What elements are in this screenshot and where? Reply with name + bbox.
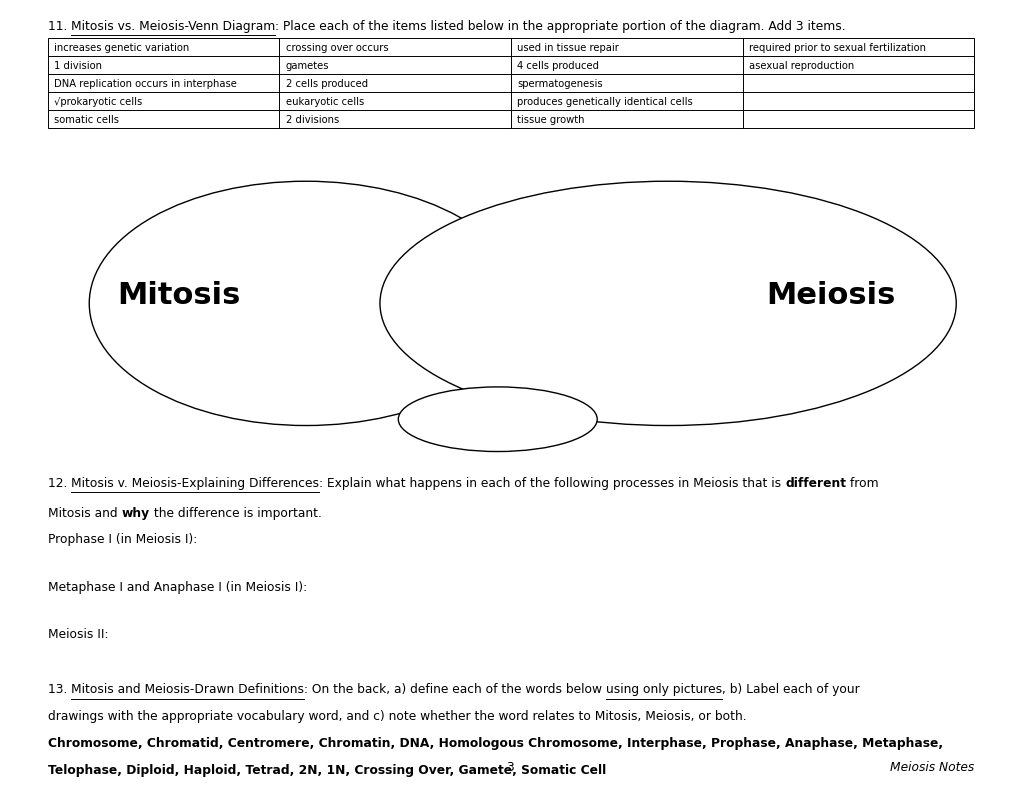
Text: 3: 3	[505, 761, 514, 774]
Text: Mitosis and: Mitosis and	[48, 507, 121, 519]
Text: Meiosis Notes: Meiosis Notes	[889, 761, 973, 774]
Text: 13.: 13.	[48, 683, 71, 696]
Text: used in tissue repair: used in tissue repair	[517, 43, 619, 54]
Text: prokaryotic cells: prokaryotic cells	[454, 428, 540, 437]
Ellipse shape	[397, 387, 597, 452]
Text: increases genetic variation: increases genetic variation	[54, 43, 190, 54]
Text: Binary Fission: Binary Fission	[444, 400, 550, 413]
Text: different: different	[785, 477, 846, 489]
Text: , b) Label each of your: , b) Label each of your	[721, 683, 859, 696]
Text: Prophase I (in Meiosis I):: Prophase I (in Meiosis I):	[48, 533, 197, 546]
Text: Mitosis and Meiosis-Drawn Definitions: Mitosis and Meiosis-Drawn Definitions	[71, 683, 304, 696]
Text: Chromosome, Chromatid, Centromere, Chromatin, DNA, Homologous Chromosome, Interp: Chromosome, Chromatid, Centromere, Chrom…	[48, 737, 943, 749]
Text: 2 divisions: 2 divisions	[285, 115, 338, 125]
Text: 4 cells produced: 4 cells produced	[517, 61, 598, 71]
Text: the difference is important.: the difference is important.	[150, 507, 321, 519]
Text: 11.: 11.	[48, 20, 71, 32]
Text: DNA replication occurs in interphase: DNA replication occurs in interphase	[54, 80, 236, 89]
Ellipse shape	[380, 181, 956, 426]
Text: tissue growth: tissue growth	[517, 115, 584, 125]
Text: from: from	[846, 477, 878, 489]
Bar	[48, 38, 973, 128]
Text: produces genetically identical cells: produces genetically identical cells	[517, 97, 692, 107]
Ellipse shape	[90, 181, 522, 426]
Text: Meiosis: Meiosis	[766, 281, 895, 310]
Text: : Explain what happens in each of the following processes in Meiosis that is: : Explain what happens in each of the fo…	[319, 477, 785, 489]
Text: gametes: gametes	[285, 61, 329, 71]
Text: Mitosis v. Meiosis-Explaining Differences: Mitosis v. Meiosis-Explaining Difference…	[71, 477, 319, 489]
Text: required prior to sexual fertilization: required prior to sexual fertilization	[748, 43, 925, 54]
Text: 2 cells produced: 2 cells produced	[285, 80, 368, 89]
Text: : Place each of the items listed below in the appropriate portion of the diagram: : Place each of the items listed below i…	[275, 20, 845, 32]
Text: why: why	[121, 507, 150, 519]
Text: spermatogenesis: spermatogenesis	[517, 80, 602, 89]
Text: Metaphase I and Anaphase I (in Meiosis I):: Metaphase I and Anaphase I (in Meiosis I…	[48, 581, 307, 593]
Text: using only pictures: using only pictures	[605, 683, 721, 696]
Text: 1 division: 1 division	[54, 61, 102, 71]
Text: crossing over occurs: crossing over occurs	[285, 43, 388, 54]
Text: Mitosis vs. Meiosis-Venn Diagram: Mitosis vs. Meiosis-Venn Diagram	[71, 20, 275, 32]
Text: : On the back, a) define each of the words below: : On the back, a) define each of the wor…	[304, 683, 605, 696]
Text: asexual reproduction: asexual reproduction	[748, 61, 853, 71]
Text: 12.: 12.	[48, 477, 71, 489]
Text: √prokaryotic cells: √prokaryotic cells	[54, 97, 143, 107]
Text: Telophase, Diploid, Haploid, Tetrad, 2N, 1N, Crossing Over, Gamete, Somatic Cell: Telophase, Diploid, Haploid, Tetrad, 2N,…	[48, 764, 605, 776]
Text: drawings with the appropriate vocabulary word, and c) note whether the word rela: drawings with the appropriate vocabulary…	[48, 710, 746, 723]
Text: eukaryotic cells: eukaryotic cells	[285, 97, 364, 107]
Text: Meiosis II:: Meiosis II:	[48, 628, 108, 641]
Text: somatic cells: somatic cells	[54, 115, 119, 125]
Text: Mitosis: Mitosis	[117, 281, 239, 310]
